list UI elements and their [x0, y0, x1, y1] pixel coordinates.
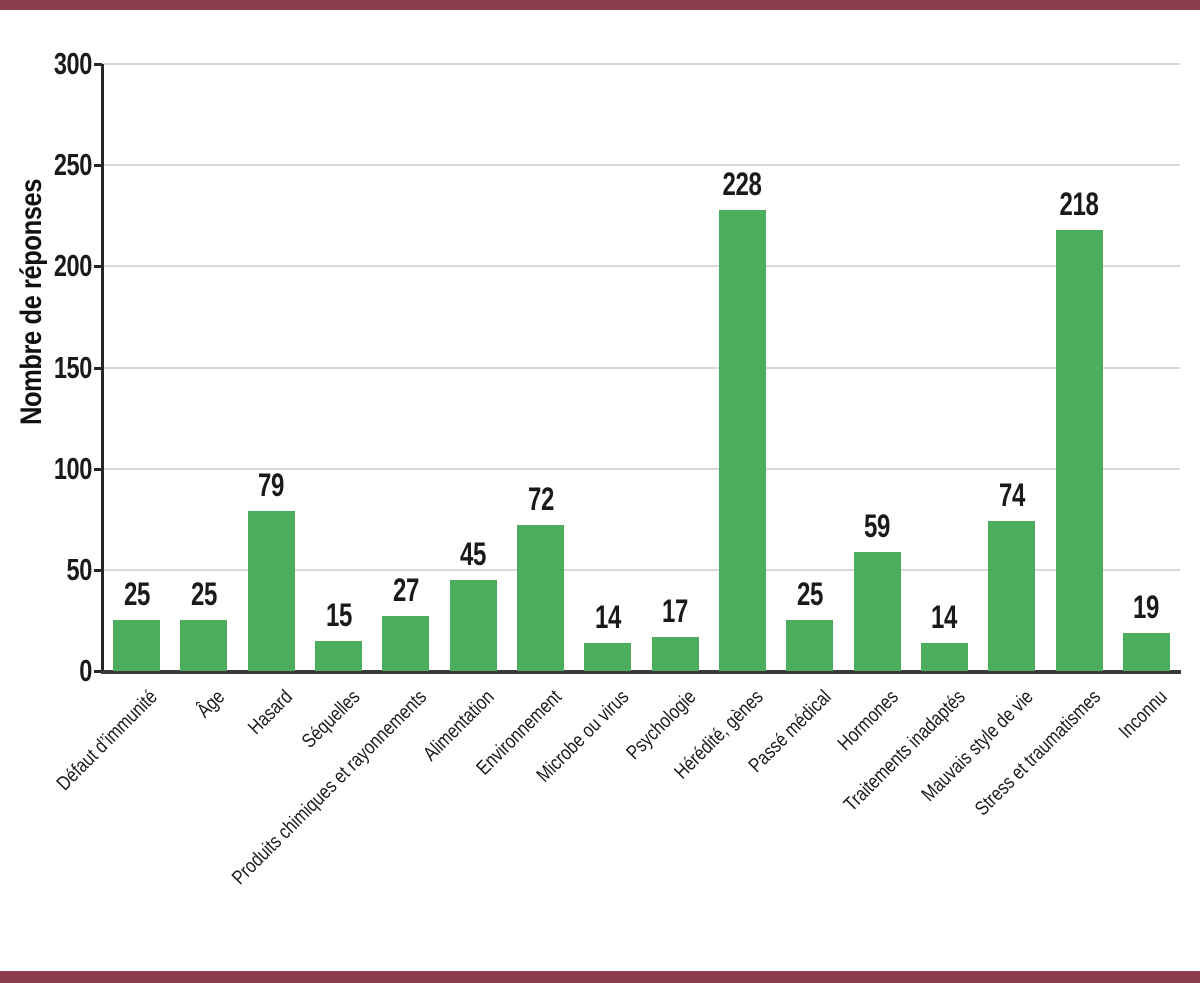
bar-14 [1055, 229, 1103, 671]
bar-value-label-12: 14 [931, 598, 958, 635]
x-category-label-15: Inconnu [1115, 686, 1172, 743]
y-tick-150 [94, 366, 102, 370]
y-tick-label-50: 50 [66, 551, 93, 587]
y-tick-label-300: 300 [53, 46, 93, 81]
bar-value-label-3: 15 [325, 596, 352, 633]
bar-11 [853, 551, 901, 671]
bar-value-label-4: 27 [392, 572, 419, 609]
x-category-label-3: Séquelles [297, 686, 365, 753]
y-tick-50 [94, 568, 102, 572]
bar-15 [1122, 632, 1170, 671]
y-tick-label-150: 150 [53, 349, 93, 385]
bar-value-label-9: 228 [723, 165, 762, 202]
bar-value-label-2: 79 [258, 467, 285, 504]
bar-value-label-14: 218 [1059, 185, 1099, 222]
bar-3 [315, 640, 363, 671]
y-tick-label-250: 250 [53, 147, 93, 183]
y-tick-300 [94, 63, 102, 66]
y-tick-250 [94, 164, 102, 168]
bar-value-label-13: 74 [998, 477, 1025, 514]
gridline-y-300 [103, 63, 1180, 65]
bar-6 [517, 525, 565, 671]
bar-value-label-10: 25 [796, 576, 823, 613]
bar-0 [113, 620, 161, 671]
bar-10 [786, 620, 834, 671]
bar-value-label-11: 59 [864, 507, 891, 544]
bar-12 [920, 642, 968, 671]
gridline-y-50 [103, 568, 1180, 571]
bar-7 [584, 642, 632, 671]
x-category-label-14: Stress et traumatismes [970, 686, 1105, 821]
bar-value-label-0: 25 [123, 576, 150, 613]
y-tick-100 [94, 467, 102, 471]
bar-value-label-5: 45 [460, 535, 487, 572]
x-category-label-0: Défaut d’immunité [53, 686, 163, 796]
gridline-y-200 [103, 265, 1180, 268]
bar-5 [449, 579, 497, 671]
bar-4 [382, 616, 430, 671]
y-tick-0 [94, 670, 102, 673]
bar-9 [718, 209, 766, 671]
y-axis-line [101, 64, 104, 674]
bar-value-label-7: 14 [594, 598, 621, 635]
y-tick-label-0: 0 [79, 653, 92, 688]
bar-8 [651, 636, 699, 671]
y-axis-title: Nombre de réponses [15, 178, 48, 426]
gridline-y-250 [103, 164, 1180, 167]
bar-value-label-15: 19 [1133, 588, 1160, 625]
x-category-label-12: Traitements inadaptés [840, 686, 970, 816]
bar-1 [180, 620, 228, 671]
y-tick-label-200: 200 [53, 248, 93, 284]
bar-value-label-6: 72 [527, 481, 554, 518]
top-border-bar [0, 0, 1200, 10]
bar-13 [988, 521, 1036, 671]
x-category-label-1: Âge [193, 686, 230, 723]
x-category-label-2: Hasard [243, 686, 297, 739]
x-category-label-11: Hormones [833, 686, 903, 756]
bar-value-label-8: 17 [662, 592, 689, 629]
gridline-y-150 [103, 366, 1180, 369]
bar-2 [247, 511, 295, 671]
x-axis-line [101, 670, 1181, 674]
gridline-y-100 [103, 467, 1180, 470]
y-tick-label-100: 100 [53, 450, 93, 486]
y-tick-200 [94, 265, 102, 269]
bar-value-label-1: 25 [190, 576, 217, 613]
bottom-border-bar [0, 971, 1200, 983]
